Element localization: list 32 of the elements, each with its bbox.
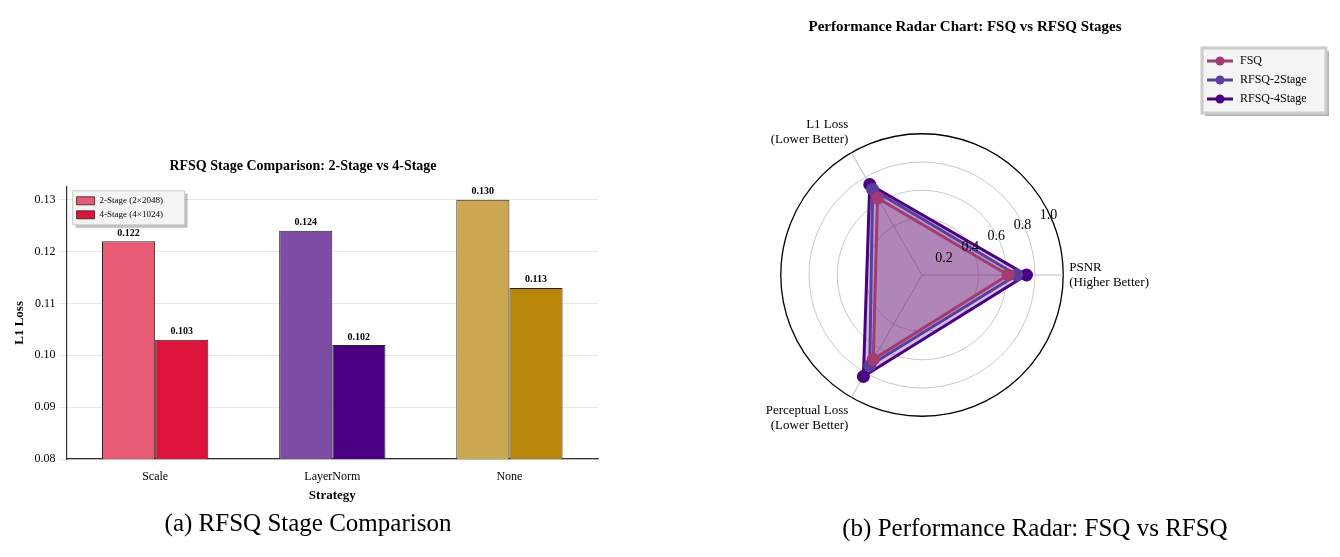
y-tick-label: 0.08 bbox=[34, 451, 56, 466]
x-tick-label: LayerNorm bbox=[304, 469, 361, 484]
legend-label: 2-Stage (2×2048) bbox=[99, 195, 163, 206]
y-tick-label: 0.11 bbox=[35, 295, 56, 310]
y-tick-label: 0.10 bbox=[34, 347, 56, 362]
spoke-label: Perceptual Loss (Lower Better) bbox=[765, 401, 849, 433]
data-label: 0.122 bbox=[117, 226, 140, 238]
legend-label: 4-Stage (4×1024) bbox=[99, 209, 163, 220]
y-tick-label: 0.8 bbox=[1013, 217, 1032, 233]
text: (b) Performance Radar: FSQ vs RFSQ bbox=[841, 514, 1229, 542]
spoke-label: L1 Loss (Lower Better) bbox=[770, 115, 849, 147]
data-label: 0.130 bbox=[471, 185, 495, 197]
y-axis-title: L1 Loss bbox=[11, 301, 27, 345]
legend-label: RFSQ-2Stage bbox=[1240, 72, 1307, 87]
y-tick-label: 0.2 bbox=[935, 249, 953, 265]
y-tick-label: 0.6 bbox=[987, 228, 1006, 244]
x-tick-label: None bbox=[496, 469, 523, 484]
y-tick-label: 0.09 bbox=[34, 399, 56, 414]
chart-title: RFSQ Stage Comparison: 2-Stage vs 4-Stage bbox=[169, 158, 437, 174]
data-label: 0.102 bbox=[347, 330, 371, 342]
x-tick-label: Scale bbox=[142, 469, 169, 484]
chart-title: Performance Radar Chart: FSQ vs RFSQ Stages bbox=[808, 17, 1122, 34]
data-label: 0.103 bbox=[170, 325, 193, 337]
data-label: 0.113 bbox=[525, 273, 547, 285]
data-label: 0.124 bbox=[294, 216, 317, 228]
legend-label: FSQ bbox=[1240, 53, 1263, 68]
y-tick-label: 0.12 bbox=[34, 243, 56, 258]
legend-label: RFSQ-4Stage bbox=[1240, 91, 1307, 106]
text: (a) RFSQ Stage Comparison bbox=[163, 509, 453, 537]
spoke-label: PSNR (Higher Better) bbox=[1069, 258, 1150, 290]
y-tick-label: 0.13 bbox=[34, 191, 56, 206]
x-axis-title: Strategy bbox=[308, 486, 357, 502]
